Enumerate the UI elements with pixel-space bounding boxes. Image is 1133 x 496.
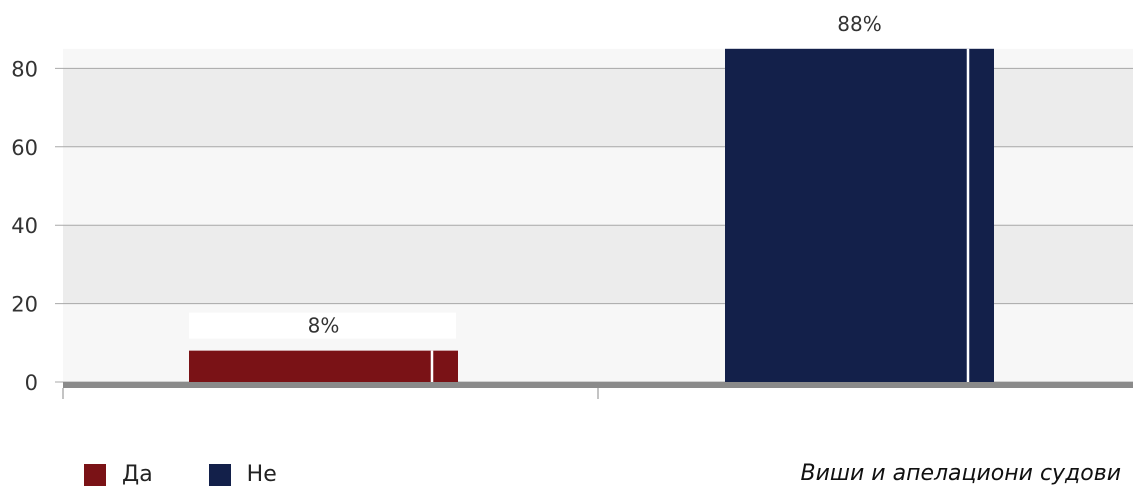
- bar-chart: 0 20 40 60 80 8% 88%: [11, 12, 1133, 399]
- y-tick-label-80: 80: [11, 57, 38, 81]
- y-axis-tick-labels: 0 20 40 60 80: [11, 57, 38, 395]
- legend-swatch-da: [84, 464, 106, 486]
- x-axis-baseline: [63, 382, 1133, 388]
- y-tick-label-0: 0: [25, 371, 38, 395]
- x-axis: [62, 382, 1133, 399]
- y-tick-label-60: 60: [11, 136, 38, 160]
- legend-swatch-ne: [208, 464, 231, 486]
- data-label-ne: 88%: [837, 12, 881, 36]
- bar-da: [189, 350, 458, 382]
- bar-data-labels: 8% 88%: [189, 12, 882, 339]
- y-tick-label-40: 40: [11, 214, 38, 238]
- legend: Да Не: [84, 464, 333, 486]
- court-type-note: Виши и апелациони судови: [800, 461, 1121, 486]
- data-label-da: 8%: [308, 314, 340, 338]
- data-label-box-da: [189, 312, 456, 339]
- legend-label-da: Да: [122, 462, 153, 487]
- bars: [189, 48, 994, 383]
- legend-item-da: Да: [84, 464, 153, 486]
- y-tick-label-20: 20: [11, 293, 38, 317]
- legend-label-ne: Не: [246, 462, 277, 487]
- legend-item-ne: Не: [208, 462, 277, 487]
- bar-ne: [725, 48, 994, 383]
